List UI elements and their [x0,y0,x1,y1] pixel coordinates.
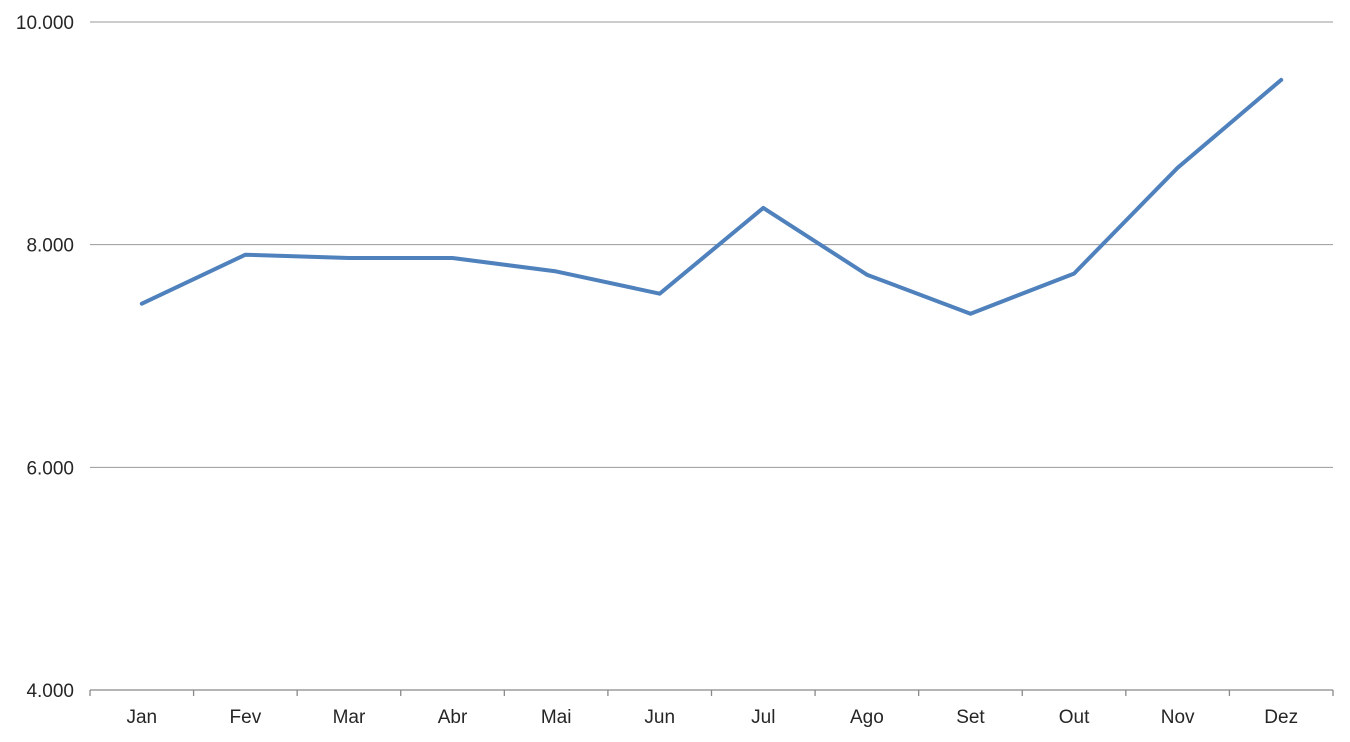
x-axis-label: Mai [541,707,572,728]
x-axis-label: Out [1059,707,1090,728]
x-axis-labels: Jan Fev Mar Abr Mai Jun Jul Ago Set Out Nov Dez [126,707,1298,728]
series-line [139,77,1284,316]
x-axis-label: Jan [126,707,157,728]
x-axis-label: Fev [230,707,262,728]
x-axis-label: Jun [644,707,675,728]
x-axis-label: Nov [1161,707,1195,728]
y-axis-label: 10.000 [16,13,74,34]
x-axis-label: Abr [438,707,468,728]
x-axis-label: Set [956,707,985,728]
x-axis-label: Dez [1264,707,1298,728]
x-axis-label: Mar [333,707,366,728]
y-axis-label: 8.000 [26,236,74,257]
y-axis-labels: 4.000 6.000 8.000 10.000 [16,13,74,702]
gridlines [90,21,1333,468]
y-axis-label: 6.000 [26,458,74,479]
x-axis-label: Ago [850,707,884,728]
x-axis [89,689,1334,696]
x-axis-label: Jul [751,707,775,728]
y-axis-label: 4.000 [26,681,74,702]
